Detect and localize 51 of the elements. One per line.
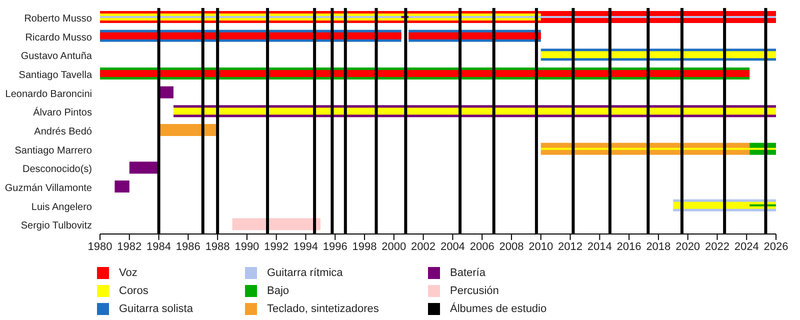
x-tick-label: 2006 — [470, 240, 494, 253]
y-tick-label: Gustavo Antuña — [20, 51, 92, 62]
y-tick-label: Luis Angelero — [31, 202, 92, 213]
legend-label: Voz — [119, 267, 138, 279]
x-tick-label: 2020 — [676, 240, 700, 253]
x-tick-label: 2018 — [646, 240, 671, 253]
x-tick-label: 1992 — [264, 240, 289, 253]
x-tick-label: 2010 — [528, 240, 554, 253]
legend-label: Guitarra rítmica — [267, 267, 343, 279]
legend-label: Teclado, sintetizadores — [267, 303, 379, 315]
y-tick-label: Ricardo Musso — [25, 32, 92, 44]
y-tick-label: Leonardo Baroncini — [5, 88, 92, 100]
bar — [100, 70, 750, 77]
x-tick-label: 2004 — [440, 240, 465, 253]
y-tick-label: Santiago Marrero — [14, 145, 92, 156]
x-tick-label: 2024 — [734, 240, 759, 253]
x-tick-label: 1980 — [88, 240, 112, 253]
x-tick-label: 2026 — [764, 240, 788, 253]
x-tick-label: 1982 — [117, 240, 142, 253]
legend-label: Batería — [450, 267, 486, 279]
y-tick-label: Guzmán Villamonte — [4, 182, 92, 194]
y-tick-label: Roberto Musso — [24, 13, 92, 24]
x-tick-label: 2022 — [704, 240, 730, 253]
y-tick-label: Santiago Tavella — [18, 70, 92, 81]
y-tick-label: Álvaro Pintos — [33, 106, 92, 119]
x-tick-label: 1986 — [176, 240, 200, 253]
x-tick-label: 2000 — [382, 240, 406, 253]
y-tick-label: Desconocido(s) — [22, 164, 92, 176]
legend-label: Guitarra solista — [119, 303, 193, 315]
y-tick-label: Sergio Tulbovitz — [20, 220, 92, 232]
x-tick-label: 1998 — [352, 240, 377, 253]
legend-label: Coros — [119, 285, 148, 297]
legend-label: Bajo — [267, 285, 290, 297]
bar — [408, 32, 541, 40]
x-tick-label: 2016 — [616, 240, 642, 253]
bar — [232, 218, 320, 230]
bar — [114, 180, 130, 192]
y-tick-label: Andrés Bedó — [34, 126, 92, 138]
x-tick-label: 1994 — [293, 240, 318, 253]
x-tick-label: 2014 — [587, 240, 612, 253]
x-tick-label: 2002 — [411, 240, 436, 253]
bar — [129, 162, 159, 174]
legend-label: Percusión — [450, 285, 499, 297]
x-tick-label: 1990 — [234, 240, 260, 253]
x-tick-label: 1984 — [146, 240, 172, 253]
x-tick-label: 1988 — [205, 240, 230, 253]
x-tick-label: 1996 — [322, 240, 348, 253]
legend-label: Álbumes de estudio — [450, 303, 547, 315]
x-tick-label: 2012 — [558, 240, 583, 253]
bar — [540, 51, 776, 58]
x-tick-label: 2008 — [499, 240, 524, 253]
